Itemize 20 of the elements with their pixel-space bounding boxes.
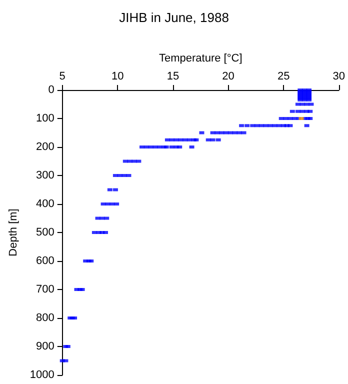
- y-tick-label: 1000: [30, 369, 54, 381]
- y-tick-label: 0: [48, 84, 54, 96]
- y-tick-label: 400: [36, 198, 54, 210]
- y-tick-label: 500: [36, 226, 54, 238]
- y-tick-label: 200: [36, 141, 54, 153]
- y-tick-label: 600: [36, 255, 54, 267]
- y-tick-label: 900: [36, 340, 54, 352]
- x-tick-label: 15: [166, 70, 180, 82]
- chart-title: JIHB in June, 1988: [119, 10, 229, 25]
- x-tick-label: 5: [59, 70, 66, 82]
- y-tick-label: 300: [36, 170, 54, 182]
- x-tick-label: 25: [277, 70, 290, 82]
- x-tick-label: 10: [112, 70, 124, 82]
- y-axis-title: Depth [m]: [8, 208, 20, 256]
- x-tick-label: 30: [332, 70, 346, 82]
- x-axis-title: Temperature [°C]: [158, 52, 242, 64]
- y-tick-label: 700: [36, 284, 54, 296]
- y-tick-label: 100: [36, 112, 54, 124]
- x-tick-label: 20: [222, 70, 234, 82]
- y-tick-label: 800: [36, 312, 54, 324]
